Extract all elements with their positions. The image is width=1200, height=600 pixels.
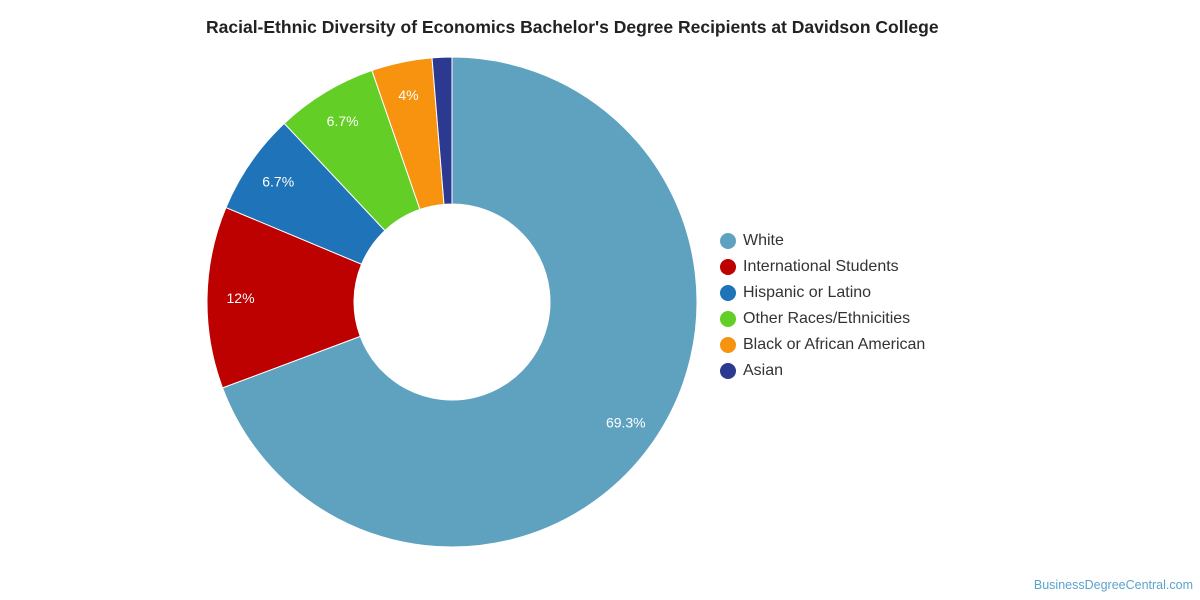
- legend-item-asian[interactable]: Asian: [720, 358, 925, 384]
- legend-label: Black or African American: [743, 336, 926, 353]
- source-credit[interactable]: BusinessDegreeCentral.com: [1033, 578, 1193, 592]
- legend-item-other-races-ethnicities[interactable]: Other Races/Ethnicities: [720, 306, 925, 332]
- slice-international-students[interactable]: [206, 206, 363, 389]
- legend-label: International Students: [743, 258, 899, 275]
- legend-item-international-students[interactable]: International Students: [720, 254, 925, 280]
- slice-label-hispanic-or-latino: 6.7%: [262, 173, 294, 189]
- legend-item-black-or-african-american[interactable]: Black or African American: [720, 332, 925, 358]
- slice-label-black-or-african-american: 4%: [398, 87, 418, 103]
- legend-swatch: [720, 311, 736, 327]
- slice-label-international-students: 12%: [227, 290, 255, 306]
- legend-label: White: [743, 232, 784, 249]
- legend-swatch: [720, 233, 736, 249]
- legend-swatch: [720, 363, 736, 379]
- slice-asian[interactable]: [431, 56, 453, 205]
- legend-label: Other Races/Ethnicities: [743, 310, 911, 327]
- legend-item-hispanic-or-latino[interactable]: Hispanic or Latino: [720, 280, 925, 306]
- legend-swatch: [720, 259, 736, 275]
- slice-label-white: 69.3%: [606, 415, 646, 431]
- legend-item-white[interactable]: White: [720, 228, 925, 254]
- legend-swatch: [720, 337, 736, 353]
- legend-label: Asian: [743, 362, 784, 379]
- chart-legend: White International Students Hispanic or L…: [720, 228, 925, 384]
- legend-label: Hispanic or Latino: [743, 284, 872, 301]
- slice-label-other-races-ethnicities: 6.7%: [327, 113, 359, 129]
- legend-swatch: [720, 285, 736, 301]
- chart-title: Racial-Ethnic Diversity of Economics Bac…: [206, 17, 939, 37]
- slice-white[interactable]: [221, 56, 698, 548]
